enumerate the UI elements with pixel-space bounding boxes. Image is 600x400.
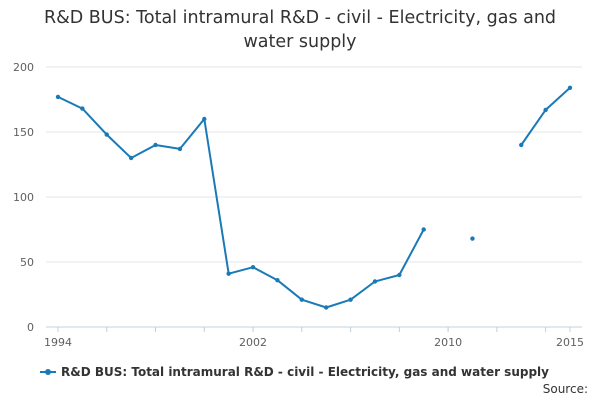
data-point-2002[interactable] [250,265,256,270]
data-point-2006[interactable] [348,297,353,302]
series-0-line-segment-0 [57,95,425,309]
data-point-2013[interactable] [519,142,524,148]
data-point-2001[interactable] [226,271,231,276]
axis-layer [46,326,582,332]
data-point-2008[interactable] [397,272,402,278]
y-tick-label-0: 0 [27,321,34,334]
data-point-1994[interactable] [55,94,61,100]
data-point-2004[interactable] [299,297,305,302]
y-tick-label-150: 150 [13,126,34,139]
legend-series-symbol [40,367,56,377]
data-point-1999[interactable] [177,146,183,152]
x-tick-label-1994: 1994 [44,336,72,349]
data-point-2009[interactable] [421,227,426,232]
data-point-1995[interactable] [80,106,85,111]
y-tick-label-100: 100 [13,191,34,204]
x-tick-label-2002: 2002 [239,336,267,349]
data-point-1997[interactable] [128,155,134,161]
data-point-1998[interactable] [153,142,158,148]
data-point-2011[interactable] [470,236,475,241]
data-point-2007[interactable] [372,279,378,284]
grid-layer [46,66,582,263]
y-tick-label-50: 50 [20,256,34,269]
series-0-line-segment-2 [520,86,571,146]
x-tick-label-2015: 2015 [556,336,584,349]
data-point-1996[interactable] [104,132,109,137]
x-tick-label-2010: 2010 [434,336,462,349]
data-point-2003[interactable] [275,278,280,283]
y-tick-label-200: 200 [13,61,34,74]
chart-title: R&D BUS: Total intramural R&D - civil - … [43,8,557,52]
series-layer [55,85,573,310]
data-point-2014[interactable] [543,107,548,113]
data-point-2015[interactable] [567,85,573,91]
source-label: Source: [542,382,588,396]
legend[interactable]: R&D BUS: Total intramural R&D - civil - … [40,365,549,379]
data-point-2005[interactable] [323,305,329,310]
tick-label-layer: 0 50 100 150 200 1994 2002 2010 2015 [13,61,584,349]
legend-series-label: R&D BUS: Total intramural R&D - civil - … [61,365,549,379]
data-point-2000[interactable] [202,116,207,122]
